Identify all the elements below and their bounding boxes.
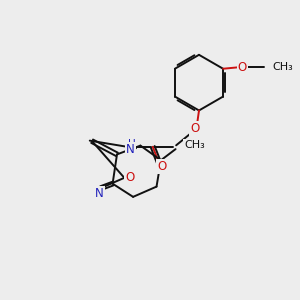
Text: N: N [126, 142, 134, 156]
Text: H: H [128, 140, 136, 149]
Text: O: O [157, 160, 166, 173]
Text: N: N [95, 187, 104, 200]
Text: CH₃: CH₃ [184, 140, 205, 150]
Text: O: O [190, 122, 199, 135]
Text: O: O [238, 61, 247, 74]
Text: CH₃: CH₃ [272, 62, 293, 72]
Text: O: O [125, 171, 134, 184]
